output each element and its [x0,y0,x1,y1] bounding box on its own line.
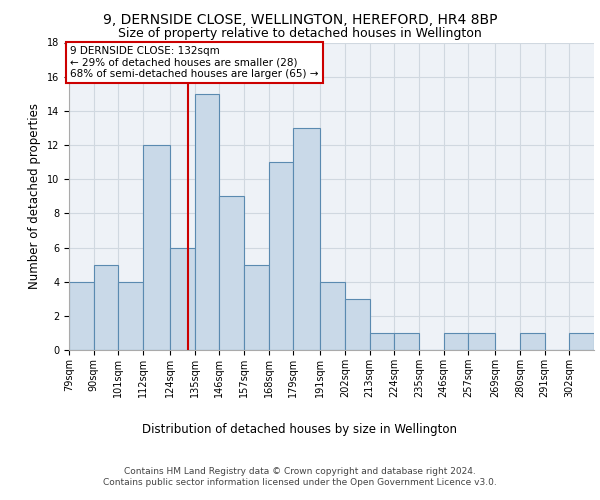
Text: Contains public sector information licensed under the Open Government Licence v3: Contains public sector information licen… [103,478,497,487]
Bar [469,333,495,350]
Bar [293,128,320,350]
Bar [244,264,269,350]
Bar [320,282,345,350]
Bar [269,162,293,350]
Text: 9 DERNSIDE CLOSE: 132sqm
← 29% of detached houses are smaller (28)
68% of semi-d: 9 DERNSIDE CLOSE: 132sqm ← 29% of detach… [70,46,319,79]
Text: Contains HM Land Registry data © Crown copyright and database right 2024.: Contains HM Land Registry data © Crown c… [124,467,476,476]
Bar [443,333,469,350]
Bar [118,282,143,350]
Bar [94,264,118,350]
Bar [194,94,220,350]
Bar [370,333,394,350]
Y-axis label: Number of detached properties: Number of detached properties [28,104,41,289]
Bar [520,333,545,350]
Bar [220,196,244,350]
Bar [69,282,94,350]
Bar [143,145,170,350]
Bar [345,298,370,350]
Text: Size of property relative to detached houses in Wellington: Size of property relative to detached ho… [118,28,482,40]
Text: 9, DERNSIDE CLOSE, WELLINGTON, HEREFORD, HR4 8BP: 9, DERNSIDE CLOSE, WELLINGTON, HEREFORD,… [103,12,497,26]
Bar [569,333,594,350]
Text: Distribution of detached houses by size in Wellington: Distribution of detached houses by size … [143,422,458,436]
Bar [170,248,194,350]
Bar [394,333,419,350]
